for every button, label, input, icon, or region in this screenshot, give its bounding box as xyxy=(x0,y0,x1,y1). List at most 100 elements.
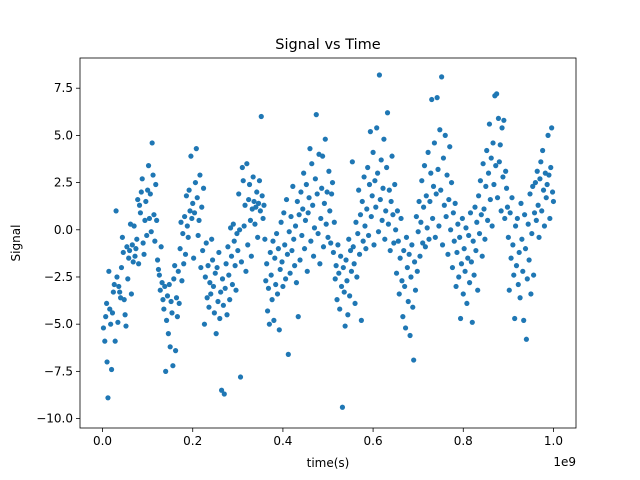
data-point xyxy=(141,251,147,257)
data-point xyxy=(266,321,272,327)
data-point xyxy=(457,234,463,240)
data-point xyxy=(218,387,225,393)
data-point xyxy=(499,125,505,131)
data-point xyxy=(370,149,376,155)
data-point xyxy=(224,312,230,318)
data-point xyxy=(183,193,190,199)
data-point xyxy=(383,208,389,214)
data-point xyxy=(317,261,323,267)
data-point xyxy=(380,185,386,191)
x-axis-ticks: 0.0 0.2 0.4 0.6 0.8 1.0 xyxy=(93,428,563,448)
data-point xyxy=(283,196,290,203)
data-point xyxy=(252,221,258,227)
data-point xyxy=(375,170,381,176)
data-point xyxy=(517,295,523,301)
data-point xyxy=(329,191,335,197)
data-point xyxy=(200,185,207,191)
data-point xyxy=(303,181,309,188)
data-point xyxy=(177,246,183,252)
data-point xyxy=(330,249,337,256)
data-point xyxy=(363,246,369,252)
data-point xyxy=(374,125,380,131)
data-point xyxy=(381,136,387,142)
data-point xyxy=(296,212,302,218)
data-point xyxy=(275,246,281,252)
data-point xyxy=(288,213,294,220)
data-point xyxy=(464,300,470,307)
data-point xyxy=(192,179,199,186)
data-point xyxy=(315,230,321,237)
data-point xyxy=(256,178,263,184)
y-axis-ticks: 7.5 5.0 2.5 0.0 −2.5 −5.0 −7.5 −10.0 xyxy=(36,81,80,426)
data-point xyxy=(432,234,438,240)
data-point xyxy=(204,295,210,301)
data-point xyxy=(149,140,155,146)
data-point xyxy=(152,238,158,244)
data-point xyxy=(196,217,202,223)
data-point xyxy=(523,336,530,342)
data-point xyxy=(139,176,145,182)
data-point xyxy=(420,204,427,210)
data-point xyxy=(219,276,226,282)
data-point xyxy=(237,227,243,233)
data-point xyxy=(293,280,300,286)
data-point xyxy=(246,196,252,203)
data-point xyxy=(510,242,516,248)
data-point xyxy=(123,323,129,329)
data-point xyxy=(350,244,356,250)
data-point xyxy=(118,264,125,271)
data-point xyxy=(420,240,426,246)
data-point xyxy=(154,257,161,263)
data-point xyxy=(354,274,360,280)
data-point xyxy=(191,255,197,261)
data-point xyxy=(182,251,189,257)
data-point xyxy=(416,198,422,205)
data-point xyxy=(522,212,528,218)
data-point xyxy=(385,221,392,227)
data-point xyxy=(375,229,382,235)
data-point xyxy=(308,238,314,244)
data-point xyxy=(452,200,458,206)
data-point xyxy=(365,232,372,239)
data-point xyxy=(466,232,472,239)
data-point xyxy=(426,236,432,242)
data-point xyxy=(151,212,157,218)
data-point xyxy=(477,178,484,184)
data-point xyxy=(373,204,379,210)
data-point xyxy=(116,283,122,290)
data-point xyxy=(115,319,121,325)
data-point xyxy=(430,183,437,189)
data-point xyxy=(474,219,480,225)
data-point xyxy=(214,264,220,271)
data-point xyxy=(203,240,209,246)
data-point xyxy=(457,315,464,322)
data-point xyxy=(208,291,214,297)
data-point xyxy=(162,283,168,290)
data-point xyxy=(264,308,271,314)
data-point xyxy=(498,208,504,214)
data-point xyxy=(270,238,276,244)
data-point xyxy=(209,257,216,263)
data-point xyxy=(495,115,502,122)
data-point xyxy=(470,238,476,244)
data-point xyxy=(448,179,455,186)
data-point xyxy=(334,297,340,303)
data-point xyxy=(343,257,349,263)
data-point xyxy=(454,249,460,256)
data-point xyxy=(199,204,205,210)
data-point xyxy=(136,261,142,267)
data-point xyxy=(202,274,208,280)
data-point xyxy=(388,198,394,205)
data-point xyxy=(263,278,269,284)
data-point xyxy=(338,283,345,290)
data-point xyxy=(538,159,544,165)
data-point xyxy=(292,263,298,269)
data-point xyxy=(278,219,284,225)
data-point xyxy=(421,163,428,169)
data-point xyxy=(294,198,300,205)
data-point xyxy=(243,268,249,274)
data-point xyxy=(358,317,364,323)
data-point xyxy=(417,253,423,259)
data-point xyxy=(434,95,440,101)
